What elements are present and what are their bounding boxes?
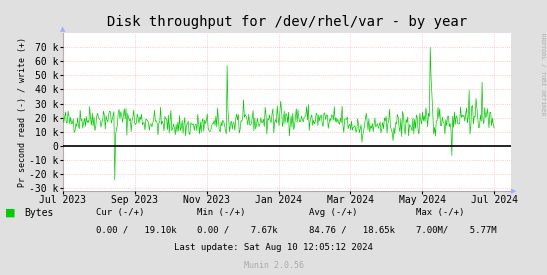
Text: Bytes: Bytes bbox=[25, 208, 54, 218]
Text: 7.00M/    5.77M: 7.00M/ 5.77M bbox=[416, 226, 496, 235]
Text: Avg (-/+): Avg (-/+) bbox=[309, 208, 357, 217]
Text: Munin 2.0.56: Munin 2.0.56 bbox=[243, 260, 304, 270]
Text: RRDTOOL / TOBI OETIKER: RRDTOOL / TOBI OETIKER bbox=[541, 33, 546, 116]
Text: ▲: ▲ bbox=[60, 26, 66, 32]
Title: Disk throughput for /dev/rhel/var - by year: Disk throughput for /dev/rhel/var - by y… bbox=[107, 15, 467, 29]
Text: ▶: ▶ bbox=[511, 188, 517, 194]
Text: Min (-/+): Min (-/+) bbox=[197, 208, 245, 217]
Text: Max (-/+): Max (-/+) bbox=[416, 208, 464, 217]
Text: ■: ■ bbox=[5, 208, 16, 218]
Text: 84.76 /   18.65k: 84.76 / 18.65k bbox=[309, 226, 395, 235]
Text: Cur (-/+): Cur (-/+) bbox=[96, 208, 144, 217]
Y-axis label: Pr second read (-) / write (+): Pr second read (-) / write (+) bbox=[18, 37, 27, 187]
Text: Last update: Sat Aug 10 12:05:12 2024: Last update: Sat Aug 10 12:05:12 2024 bbox=[174, 243, 373, 252]
Text: 0.00 /    7.67k: 0.00 / 7.67k bbox=[197, 226, 277, 235]
Text: 0.00 /   19.10k: 0.00 / 19.10k bbox=[96, 226, 176, 235]
